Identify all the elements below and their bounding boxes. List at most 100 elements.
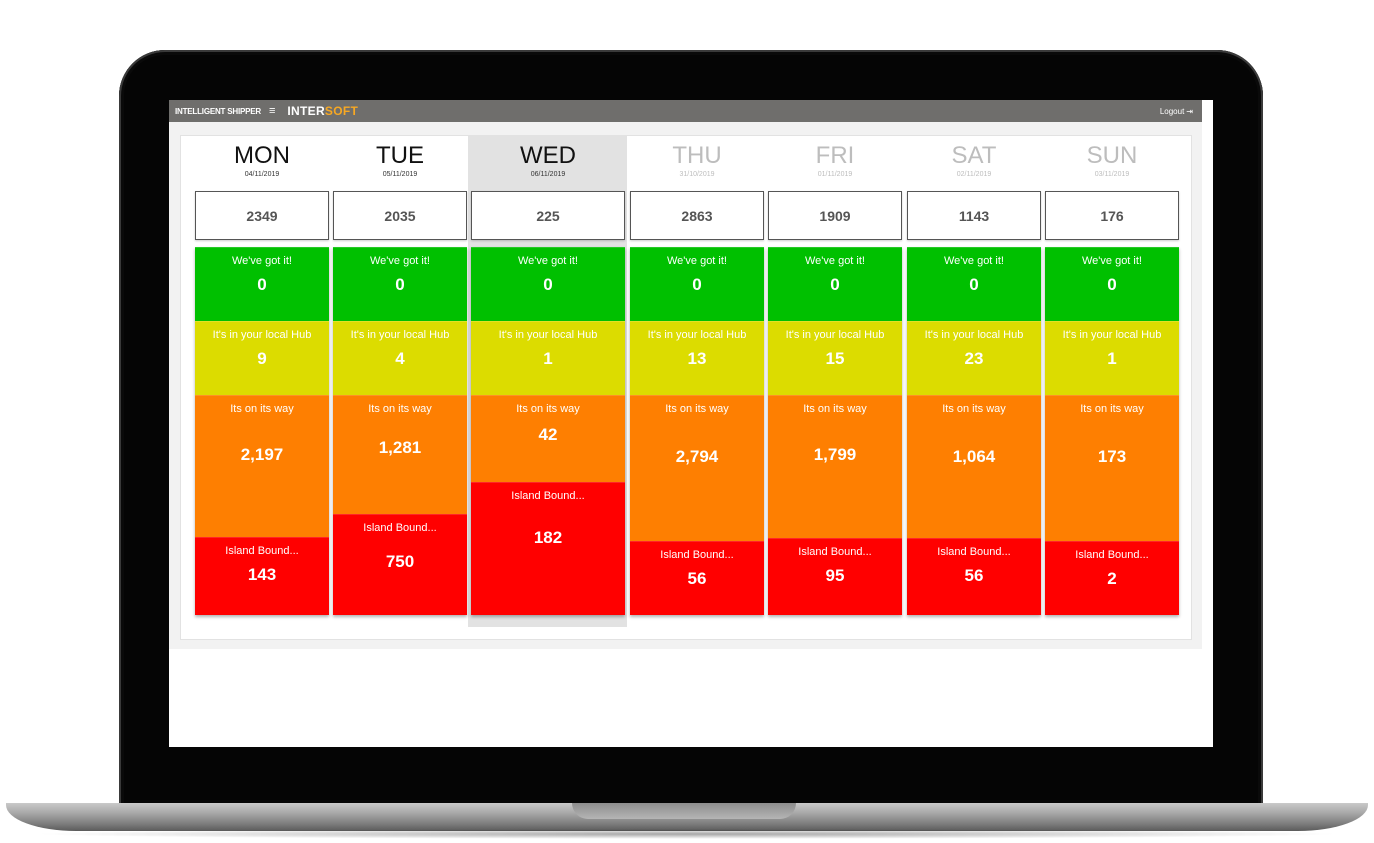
status-got-it[interactable]: We've got it! 0 bbox=[333, 247, 467, 321]
status-island-bound[interactable]: Island Bound... 2 bbox=[1045, 541, 1179, 615]
day-column-wed: WED 06/11/2019 225 We've got it! 0 It's … bbox=[471, 135, 625, 615]
hamburger-menu-icon[interactable]: ≡ bbox=[269, 104, 276, 117]
status-value: 1 bbox=[543, 349, 553, 368]
status-label: Island Bound... bbox=[798, 546, 872, 558]
status-island-bound[interactable]: Island Bound... 143 bbox=[195, 537, 329, 615]
status-local-hub[interactable]: It's in your local Hub 4 bbox=[333, 321, 467, 395]
day-column-sun: SUN 03/11/2019 176 We've got it! 0 It's … bbox=[1045, 135, 1179, 615]
status-stack: We've got it! 0 It's in your local Hub 2… bbox=[907, 247, 1041, 615]
status-island-bound[interactable]: Island Bound... 750 bbox=[333, 514, 467, 615]
status-label: We've got it! bbox=[370, 255, 430, 267]
logout-label: Logout bbox=[1159, 106, 1185, 116]
status-value: 2,794 bbox=[675, 447, 719, 466]
status-local-hub[interactable]: It's in your local Hub 9 bbox=[195, 321, 329, 395]
status-label: It's in your local Hub bbox=[1062, 329, 1162, 341]
day-date: 06/11/2019 bbox=[530, 171, 566, 178]
day-name: FRI bbox=[815, 142, 855, 169]
status-value: 0 bbox=[692, 275, 702, 294]
status-stack: We've got it! 0 It's in your local Hub 1… bbox=[1045, 247, 1179, 615]
status-value: 23 bbox=[964, 349, 984, 368]
day-total-box[interactable]: 1909 bbox=[768, 191, 902, 240]
status-on-its-way[interactable]: Its on its way 1,281 bbox=[333, 395, 467, 514]
day-column-thu: THU 31/10/2019 2863 We've got it! 0 It's… bbox=[630, 135, 764, 615]
status-on-its-way[interactable]: Its on its way 42 bbox=[471, 395, 625, 482]
status-label: We've got it! bbox=[518, 255, 578, 267]
day-column-mon: MON 04/11/2019 2349 We've got it! 0 It's… bbox=[195, 135, 329, 615]
day-total-box[interactable]: 176 bbox=[1045, 191, 1179, 240]
status-value: 4 bbox=[395, 349, 405, 368]
status-label: We've got it! bbox=[1082, 255, 1142, 267]
status-label: Island Bound... bbox=[660, 549, 734, 561]
status-stack: We've got it! 0 It's in your local Hub 1… bbox=[768, 247, 902, 615]
day-total-box[interactable]: 2863 bbox=[630, 191, 764, 240]
status-label: Its on its way bbox=[1080, 403, 1144, 415]
status-label: Its on its way bbox=[942, 403, 1006, 415]
status-on-its-way[interactable]: Its on its way 1,799 bbox=[768, 395, 902, 538]
status-label: It's in your local Hub bbox=[924, 329, 1024, 341]
logo-text-soft: SOFT bbox=[324, 104, 359, 118]
day-column-tue: TUE 05/11/2019 2035 We've got it! 0 It's… bbox=[333, 135, 467, 615]
status-got-it[interactable]: We've got it! 0 bbox=[471, 247, 625, 321]
status-label: We've got it! bbox=[667, 255, 727, 267]
status-value: 42 bbox=[538, 425, 558, 444]
status-value: 13 bbox=[687, 349, 707, 368]
day-name: SAT bbox=[951, 142, 997, 169]
status-value: 182 bbox=[533, 528, 563, 547]
status-label: Its on its way bbox=[368, 403, 432, 415]
status-label: Island Bound... bbox=[363, 522, 437, 534]
laptop-screen: INTELLIGENT SHIPPER ≡ INTERSOFT Logout ⇥… bbox=[169, 100, 1213, 747]
status-stack: We've got it! 0 It's in your local Hub 4… bbox=[333, 247, 467, 615]
day-total-box[interactable]: 225 bbox=[471, 191, 625, 240]
status-island-bound[interactable]: Island Bound... 182 bbox=[471, 482, 625, 615]
status-stack: We've got it! 0 It's in your local Hub 1… bbox=[630, 247, 764, 615]
status-value: 0 bbox=[543, 275, 553, 294]
day-name: SUN bbox=[1086, 142, 1138, 169]
status-value: 0 bbox=[257, 275, 267, 294]
status-island-bound[interactable]: Island Bound... 56 bbox=[630, 541, 764, 615]
status-label: It's in your local Hub bbox=[350, 329, 450, 341]
status-island-bound[interactable]: Island Bound... 95 bbox=[768, 538, 902, 615]
day-column-sat: SAT 02/11/2019 1143 We've got it! 0 It's… bbox=[907, 135, 1041, 615]
status-label: Its on its way bbox=[803, 403, 867, 415]
status-on-its-way[interactable]: Its on its way 173 bbox=[1045, 395, 1179, 541]
status-on-its-way[interactable]: Its on its way 2,794 bbox=[630, 395, 764, 541]
day-total-box[interactable]: 2035 bbox=[333, 191, 467, 240]
status-got-it[interactable]: We've got it! 0 bbox=[768, 247, 902, 321]
status-local-hub[interactable]: It's in your local Hub 23 bbox=[907, 321, 1041, 395]
day-date: 31/10/2019 bbox=[679, 171, 715, 178]
day-total-box[interactable]: 2349 bbox=[195, 191, 329, 240]
day-date: 03/11/2019 bbox=[1094, 171, 1130, 178]
status-label: We've got it! bbox=[944, 255, 1004, 267]
status-label: It's in your local Hub bbox=[498, 329, 598, 341]
status-value: 1,064 bbox=[952, 447, 996, 466]
day-date: 05/11/2019 bbox=[382, 171, 418, 178]
status-local-hub[interactable]: It's in your local Hub 1 bbox=[1045, 321, 1179, 395]
status-got-it[interactable]: We've got it! 0 bbox=[1045, 247, 1179, 321]
status-got-it[interactable]: We've got it! 0 bbox=[195, 247, 329, 321]
status-on-its-way[interactable]: Its on its way 1,064 bbox=[907, 395, 1041, 538]
status-got-it[interactable]: We've got it! 0 bbox=[630, 247, 764, 321]
status-local-hub[interactable]: It's in your local Hub 13 bbox=[630, 321, 764, 395]
status-label: Its on its way bbox=[516, 403, 580, 415]
status-got-it[interactable]: We've got it! 0 bbox=[907, 247, 1041, 321]
status-value: 56 bbox=[687, 569, 707, 588]
status-island-bound[interactable]: Island Bound... 56 bbox=[907, 538, 1041, 615]
logout-icon: ⇥ bbox=[1186, 106, 1193, 116]
status-value: 56 bbox=[964, 566, 984, 585]
status-value: 1,281 bbox=[378, 438, 422, 457]
status-label: Island Bound... bbox=[937, 546, 1011, 558]
status-local-hub[interactable]: It's in your local Hub 15 bbox=[768, 321, 902, 395]
day-name: TUE bbox=[376, 142, 424, 169]
status-value: 95 bbox=[825, 566, 845, 585]
status-local-hub[interactable]: It's in your local Hub 1 bbox=[471, 321, 625, 395]
status-label: We've got it! bbox=[232, 255, 292, 267]
status-on-its-way[interactable]: Its on its way 2,197 bbox=[195, 395, 329, 537]
status-label: It's in your local Hub bbox=[647, 329, 747, 341]
logout-button[interactable]: Logout ⇥ bbox=[1160, 107, 1193, 116]
day-date: 04/11/2019 bbox=[244, 171, 280, 178]
day-total-box[interactable]: 1143 bbox=[907, 191, 1041, 240]
status-label: Its on its way bbox=[665, 403, 729, 415]
status-value: 1,799 bbox=[813, 445, 857, 464]
day-name: THU bbox=[672, 142, 722, 169]
intersoft-logo[interactable]: INTERSOFT bbox=[287, 104, 358, 118]
